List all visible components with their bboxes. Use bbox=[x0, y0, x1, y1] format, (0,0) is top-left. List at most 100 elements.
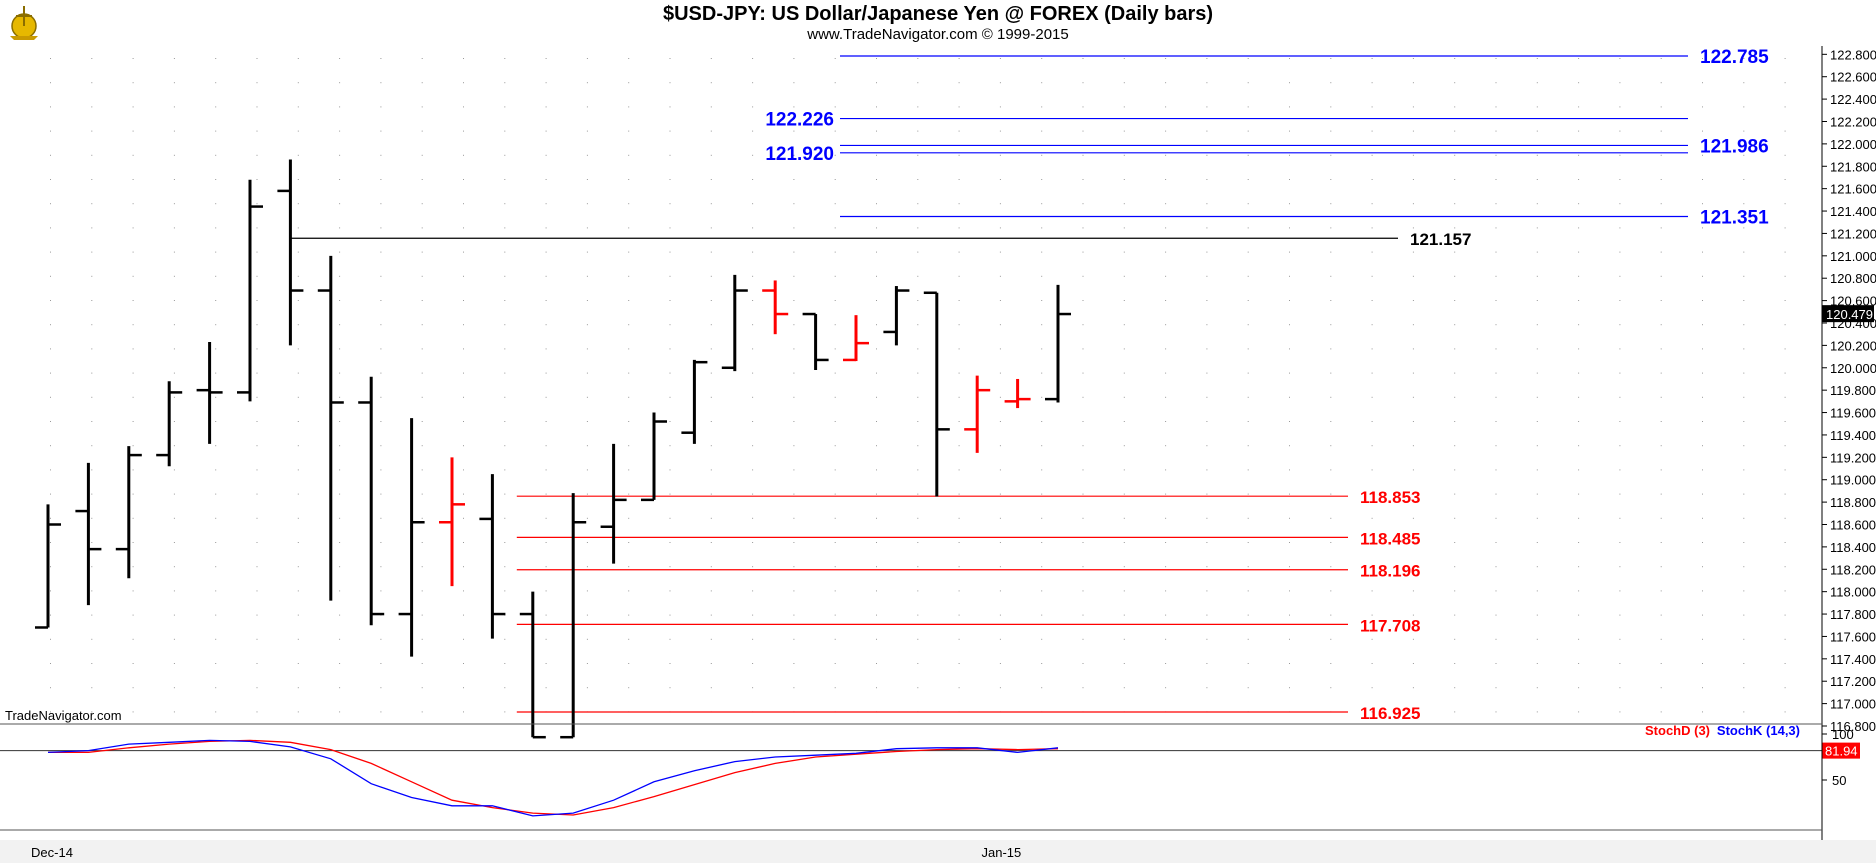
grid-dot bbox=[586, 82, 588, 84]
grid-dot bbox=[1371, 396, 1373, 398]
grid-dot bbox=[1247, 396, 1249, 398]
grid-dot bbox=[999, 203, 1001, 205]
grid-dot bbox=[380, 82, 382, 84]
grid-dot bbox=[669, 130, 671, 132]
price-bar bbox=[35, 504, 61, 629]
grid-dot bbox=[215, 300, 217, 301]
grid-dot bbox=[1123, 517, 1125, 519]
grid-dot bbox=[1082, 445, 1084, 447]
grid-dot bbox=[586, 638, 588, 640]
grid-dot bbox=[1743, 372, 1745, 374]
grid-dot bbox=[1412, 372, 1414, 374]
grid-dot bbox=[545, 396, 547, 398]
grid-dot bbox=[752, 687, 754, 689]
grid-dot bbox=[999, 638, 1001, 640]
grid-dot bbox=[958, 82, 960, 84]
grid-dot bbox=[1660, 687, 1662, 689]
grid-dot bbox=[545, 251, 547, 253]
grid-dot bbox=[504, 711, 506, 713]
grid-dot bbox=[958, 590, 960, 592]
grid-dot bbox=[752, 663, 754, 664]
grid-dot bbox=[50, 106, 51, 108]
grid-dot bbox=[215, 372, 217, 374]
grid-dot bbox=[1165, 614, 1167, 616]
grid-dot bbox=[628, 324, 630, 326]
grid-dot bbox=[1289, 130, 1290, 132]
stoch-last-tag bbox=[1822, 742, 1860, 759]
grid-dot bbox=[1123, 58, 1125, 59]
grid-dot bbox=[834, 542, 836, 543]
grid-dot bbox=[917, 396, 919, 398]
grid-dot bbox=[1619, 154, 1621, 156]
level-label: 118.853 bbox=[1360, 488, 1421, 507]
grid-dot bbox=[91, 445, 93, 447]
grid-dot bbox=[1536, 614, 1538, 616]
grid-dot bbox=[463, 493, 464, 495]
grid-dot bbox=[1206, 58, 1208, 59]
y-tick-label: 119.200 bbox=[1830, 450, 1876, 465]
grid-dot bbox=[1412, 203, 1414, 205]
grid-dot bbox=[1495, 421, 1497, 422]
grid-dot bbox=[876, 348, 877, 350]
grid-dot bbox=[1702, 106, 1703, 108]
grid-dot bbox=[1454, 130, 1456, 132]
grid-dot bbox=[1082, 58, 1084, 59]
grid-dot bbox=[1660, 711, 1662, 713]
grid-dot bbox=[793, 106, 795, 108]
grid-dot bbox=[999, 590, 1001, 592]
grid-dot bbox=[545, 445, 547, 447]
grid-dot bbox=[132, 663, 134, 664]
grid-dot bbox=[91, 372, 93, 374]
level-label: 122.226 bbox=[765, 110, 834, 131]
grid-dot bbox=[628, 348, 630, 350]
grid-dot bbox=[876, 179, 877, 180]
grid-dot bbox=[1371, 590, 1373, 592]
grid-dot bbox=[50, 590, 51, 592]
grid-dot bbox=[421, 663, 423, 664]
grid-dot bbox=[669, 445, 671, 447]
grid-dot bbox=[710, 396, 712, 398]
grid-dot bbox=[463, 300, 464, 301]
y-tick-label: 122.200 bbox=[1830, 114, 1876, 129]
grid-dot bbox=[1330, 106, 1332, 108]
grid-dot bbox=[1784, 203, 1786, 205]
grid-dot bbox=[1495, 300, 1497, 301]
grid-dot bbox=[1495, 517, 1497, 519]
price-bar bbox=[277, 159, 304, 346]
grid-dot bbox=[669, 614, 671, 616]
grid-dot bbox=[1454, 348, 1456, 350]
grid-dot bbox=[1578, 663, 1580, 664]
grid-dot bbox=[1784, 348, 1786, 350]
grid-dot bbox=[752, 154, 754, 156]
grid-dot bbox=[1165, 58, 1167, 59]
grid-dot bbox=[1536, 179, 1538, 180]
grid-dot bbox=[1660, 251, 1662, 253]
grid-dot bbox=[1619, 348, 1621, 350]
grid-dot bbox=[50, 542, 51, 543]
grid-dot bbox=[380, 517, 382, 519]
grid-dot bbox=[132, 203, 134, 205]
grid-dot bbox=[1578, 711, 1580, 713]
grid-dot bbox=[1165, 106, 1167, 108]
grid-dot bbox=[628, 203, 630, 205]
grid-dot bbox=[1619, 590, 1621, 592]
grid-dot bbox=[1784, 614, 1786, 616]
grid-dot bbox=[1165, 324, 1167, 326]
grid-dot bbox=[958, 638, 960, 640]
grid-dot bbox=[669, 663, 671, 664]
grid-dot bbox=[1206, 445, 1208, 447]
grid-dot bbox=[1743, 203, 1745, 205]
grid-dot bbox=[586, 106, 588, 108]
grid-dot bbox=[917, 469, 919, 471]
grid-dot bbox=[1123, 566, 1125, 568]
grid-dot bbox=[1619, 493, 1621, 495]
x-tick-label: Jan-15 bbox=[982, 845, 1022, 860]
grid-dot bbox=[1784, 324, 1786, 326]
grid-dot bbox=[545, 179, 547, 180]
grid-dot bbox=[132, 421, 134, 422]
grid-dot bbox=[256, 711, 258, 713]
grid-dot bbox=[710, 638, 712, 640]
grid-dot bbox=[1619, 82, 1621, 84]
grid-dot bbox=[1660, 203, 1662, 205]
grid-dot bbox=[710, 227, 712, 229]
